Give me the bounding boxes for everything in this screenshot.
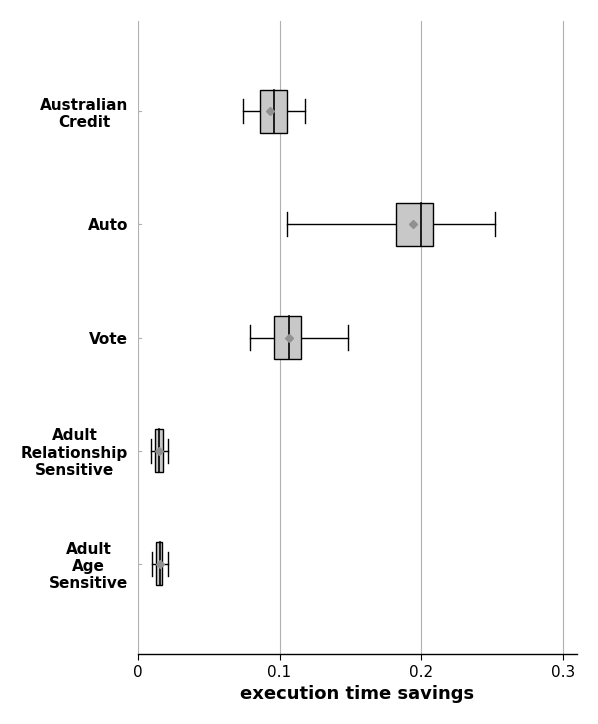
FancyBboxPatch shape — [156, 542, 162, 585]
FancyBboxPatch shape — [155, 429, 163, 472]
FancyBboxPatch shape — [396, 203, 432, 246]
FancyBboxPatch shape — [260, 90, 286, 132]
FancyBboxPatch shape — [274, 316, 301, 359]
X-axis label: execution time savings: execution time savings — [240, 685, 475, 703]
